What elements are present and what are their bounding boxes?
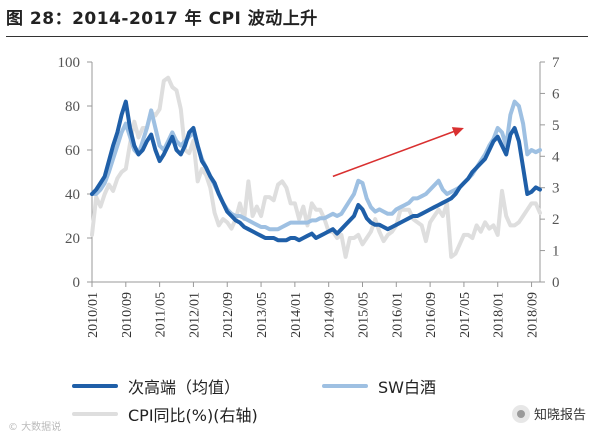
x-tick-label: 2010/01 xyxy=(86,292,101,338)
series-line-cihigh xyxy=(90,99,542,243)
trend-arrow-head xyxy=(451,127,464,137)
wechat-icon xyxy=(511,404,530,423)
x-tick-label: 2013/05 xyxy=(255,292,270,338)
x-tick-label: 2014/01 xyxy=(289,292,304,338)
legend-label-series-2: SW白酒 xyxy=(378,378,436,397)
x-tick-label: 2018/09 xyxy=(526,292,541,338)
y-right-tick-label: 6 xyxy=(552,86,560,102)
y-left-tick-label: 80 xyxy=(65,99,80,115)
y-left-tick-label: 100 xyxy=(58,55,81,71)
y-right-tick-label: 3 xyxy=(552,181,560,197)
x-tick-label: 2012/01 xyxy=(187,292,202,338)
x-tick-label: 2018/01 xyxy=(492,292,507,338)
y-right-tick-label: 0 xyxy=(552,275,560,291)
legend-swatch-series-2 xyxy=(322,384,368,388)
source-label: 知晓报告 xyxy=(533,408,586,423)
source-badge: 知晓报告 xyxy=(511,404,586,423)
chart-annotations xyxy=(332,127,464,178)
y-right-tick-label: 1 xyxy=(552,244,560,260)
legend-label-series-1: 次高端（均值） xyxy=(128,378,241,397)
watermark: © 大数据说 xyxy=(8,422,62,433)
x-tick-label: 2015/05 xyxy=(356,292,371,338)
x-tick-label: 2011/05 xyxy=(154,292,169,337)
x-tick-label: 2010/09 xyxy=(120,292,135,338)
legend-item-series-1: 次高端（均值） xyxy=(72,374,240,398)
y-left-tick-label: 60 xyxy=(65,143,80,159)
legend-swatch-series-3 xyxy=(72,412,118,416)
x-tick-label: 2017/05 xyxy=(458,292,473,338)
y-left-tick-label: 40 xyxy=(65,187,80,203)
trend-arrow-line xyxy=(332,129,459,178)
legend-swatch-series-1 xyxy=(72,384,118,388)
x-tick-label: 2012/09 xyxy=(221,292,236,338)
title-divider xyxy=(6,36,588,37)
y-right-tick-label: 7 xyxy=(552,55,560,71)
y-left-tick-label: 20 xyxy=(65,231,80,247)
x-tick-label: 2016/09 xyxy=(424,292,439,338)
legend-item-series-3: CPI同比(%)(右轴) xyxy=(72,402,258,426)
y-right-tick-label: 5 xyxy=(552,118,560,134)
y-left-tick-label: 0 xyxy=(73,275,81,291)
legend-label-series-3: CPI同比(%)(右轴) xyxy=(128,406,258,425)
legend-item-series-2: SW白酒 xyxy=(322,374,436,398)
chart-series xyxy=(90,75,542,259)
y-right-tick-label: 4 xyxy=(552,149,560,165)
y-right-tick-label: 2 xyxy=(552,212,560,228)
series-line-cpi xyxy=(90,75,542,259)
x-tick-label: 2016/01 xyxy=(390,292,405,338)
chart-axes xyxy=(91,62,541,283)
figure-title: 图 28：2014-2017 年 CPI 波动上升 xyxy=(6,9,318,29)
x-tick-label: 2014/09 xyxy=(323,292,338,338)
chart-ticks: 0 20 40 60 80 100 0 1 2 3 4 5 6 7 2010/01 2010/09 2011/0… xyxy=(58,55,561,338)
